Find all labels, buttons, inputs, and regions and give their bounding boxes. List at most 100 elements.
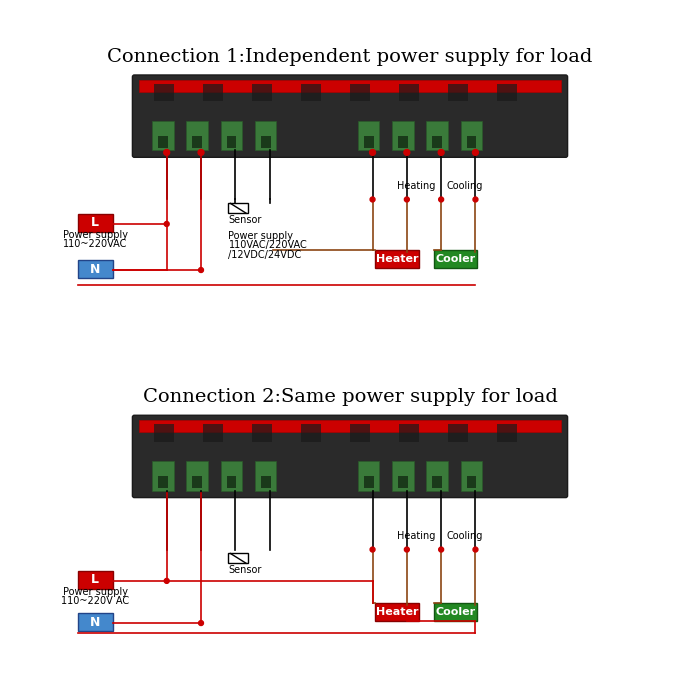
Bar xyxy=(252,84,272,102)
Bar xyxy=(433,476,442,488)
Bar xyxy=(461,121,482,150)
Bar xyxy=(426,121,448,150)
Bar xyxy=(467,476,477,488)
Bar xyxy=(375,603,419,621)
Bar xyxy=(193,476,202,488)
Text: Heater: Heater xyxy=(376,608,419,617)
Bar xyxy=(497,424,517,442)
Bar xyxy=(158,136,168,148)
Circle shape xyxy=(404,150,410,155)
Bar xyxy=(358,121,379,150)
Bar xyxy=(158,476,168,488)
Bar xyxy=(261,476,271,488)
Bar xyxy=(461,461,482,491)
Text: Heating: Heating xyxy=(397,181,435,190)
FancyBboxPatch shape xyxy=(132,415,568,498)
Circle shape xyxy=(438,150,444,155)
Bar xyxy=(186,121,208,150)
Bar xyxy=(448,84,468,102)
Text: Sensor: Sensor xyxy=(228,215,262,225)
Bar xyxy=(228,554,248,564)
Text: Power supply: Power supply xyxy=(63,587,127,596)
Text: 110VAC/220VAC: 110VAC/220VAC xyxy=(228,241,307,251)
Bar xyxy=(350,424,370,442)
Text: Cooler: Cooler xyxy=(436,608,476,617)
Circle shape xyxy=(199,621,204,626)
Circle shape xyxy=(370,197,375,202)
Bar xyxy=(375,251,419,268)
Bar xyxy=(220,121,242,150)
Bar xyxy=(152,121,174,150)
Circle shape xyxy=(370,547,375,552)
Text: 110~220V AC: 110~220V AC xyxy=(61,596,130,606)
Circle shape xyxy=(405,197,409,202)
Text: Connection 1:Independent power supply for load: Connection 1:Independent power supply fo… xyxy=(107,48,593,66)
Bar xyxy=(78,571,113,589)
Bar xyxy=(392,121,414,150)
Bar xyxy=(392,461,414,491)
Circle shape xyxy=(473,197,478,202)
Bar xyxy=(364,476,374,488)
Circle shape xyxy=(198,150,204,155)
Bar xyxy=(399,84,419,102)
Text: 110~220VAC: 110~220VAC xyxy=(63,239,127,249)
Bar xyxy=(186,461,208,491)
Bar xyxy=(398,476,408,488)
Text: Connection 2:Same power supply for load: Connection 2:Same power supply for load xyxy=(143,388,557,406)
Bar xyxy=(467,136,477,148)
Text: Cooler: Cooler xyxy=(436,254,476,265)
Text: Cooling: Cooling xyxy=(446,531,482,541)
Bar xyxy=(399,424,419,442)
Text: L: L xyxy=(91,216,99,230)
Circle shape xyxy=(473,150,478,155)
Text: /12VDC/24VDC: /12VDC/24VDC xyxy=(228,251,302,260)
Text: Heating: Heating xyxy=(397,531,435,541)
FancyBboxPatch shape xyxy=(132,75,568,158)
Bar xyxy=(193,136,202,148)
Text: N: N xyxy=(90,615,100,629)
Bar xyxy=(301,424,321,442)
Bar xyxy=(78,613,113,631)
Bar xyxy=(78,214,113,232)
Text: Power supply: Power supply xyxy=(228,231,293,241)
Bar xyxy=(203,84,223,102)
Circle shape xyxy=(439,197,444,202)
Text: Power supply: Power supply xyxy=(63,230,127,239)
Bar xyxy=(220,461,242,491)
Bar xyxy=(301,84,321,102)
Bar xyxy=(228,204,248,214)
Bar xyxy=(139,80,561,92)
Bar xyxy=(364,136,374,148)
Bar xyxy=(398,136,408,148)
Bar xyxy=(497,84,517,102)
Bar xyxy=(350,84,370,102)
Bar xyxy=(152,461,174,491)
Circle shape xyxy=(405,547,409,552)
Circle shape xyxy=(439,547,444,552)
Circle shape xyxy=(199,267,204,272)
Bar xyxy=(255,461,276,491)
Bar xyxy=(252,424,272,442)
Text: Cooling: Cooling xyxy=(446,181,482,190)
Bar xyxy=(261,136,271,148)
Bar xyxy=(139,420,561,432)
Circle shape xyxy=(473,547,478,552)
Text: L: L xyxy=(91,573,99,587)
Circle shape xyxy=(164,150,169,155)
Bar xyxy=(78,260,113,278)
Circle shape xyxy=(164,578,169,583)
Bar xyxy=(434,251,477,268)
Bar xyxy=(255,121,276,150)
Circle shape xyxy=(370,150,375,155)
Circle shape xyxy=(164,221,169,226)
Text: Sensor: Sensor xyxy=(228,565,262,575)
Bar xyxy=(426,461,448,491)
Bar xyxy=(227,476,237,488)
Text: N: N xyxy=(90,262,100,276)
Bar xyxy=(203,424,223,442)
Bar xyxy=(227,136,237,148)
Bar xyxy=(154,84,174,102)
Bar xyxy=(358,461,379,491)
Bar xyxy=(433,136,442,148)
Bar xyxy=(448,424,468,442)
